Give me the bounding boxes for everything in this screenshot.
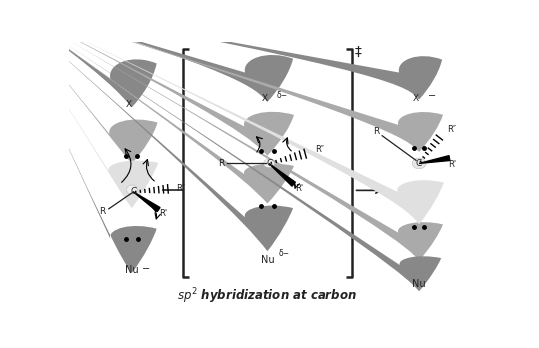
Text: −: − xyxy=(429,91,437,101)
PathPatch shape xyxy=(0,119,157,348)
Text: C: C xyxy=(130,188,136,196)
Text: X: X xyxy=(126,101,132,109)
Ellipse shape xyxy=(412,158,426,169)
Text: R″: R″ xyxy=(447,125,456,134)
PathPatch shape xyxy=(0,164,294,348)
Text: C: C xyxy=(267,159,273,168)
Polygon shape xyxy=(269,164,295,186)
Text: δ−: δ− xyxy=(277,91,288,100)
PathPatch shape xyxy=(0,60,157,348)
PathPatch shape xyxy=(0,55,293,348)
Text: R: R xyxy=(100,207,106,216)
Text: X: X xyxy=(261,94,267,103)
Text: Nu: Nu xyxy=(260,255,274,265)
Text: ‡: ‡ xyxy=(354,45,361,59)
PathPatch shape xyxy=(0,56,442,348)
PathPatch shape xyxy=(0,160,158,348)
Text: Nu: Nu xyxy=(125,266,139,276)
Text: R: R xyxy=(218,159,224,168)
Polygon shape xyxy=(419,156,450,164)
PathPatch shape xyxy=(0,180,444,348)
PathPatch shape xyxy=(0,222,443,348)
Text: −: − xyxy=(142,264,150,274)
Polygon shape xyxy=(133,192,160,212)
Text: R″: R″ xyxy=(315,145,324,154)
Text: R: R xyxy=(373,127,379,136)
Text: Nu: Nu xyxy=(412,279,426,289)
Text: $sp^2$ hybridization at carbon: $sp^2$ hybridization at carbon xyxy=(177,286,357,306)
Text: R': R' xyxy=(160,209,168,218)
Text: C: C xyxy=(416,159,422,168)
PathPatch shape xyxy=(0,112,294,348)
Text: R″: R″ xyxy=(176,184,185,193)
PathPatch shape xyxy=(0,112,443,348)
Text: R': R' xyxy=(295,183,303,192)
Text: R': R' xyxy=(448,160,457,169)
PathPatch shape xyxy=(0,226,157,348)
Ellipse shape xyxy=(264,159,274,168)
Ellipse shape xyxy=(127,185,137,194)
Text: δ−: δ− xyxy=(278,249,289,258)
Text: X: X xyxy=(413,94,419,103)
PathPatch shape xyxy=(0,206,293,348)
PathPatch shape xyxy=(0,256,441,348)
